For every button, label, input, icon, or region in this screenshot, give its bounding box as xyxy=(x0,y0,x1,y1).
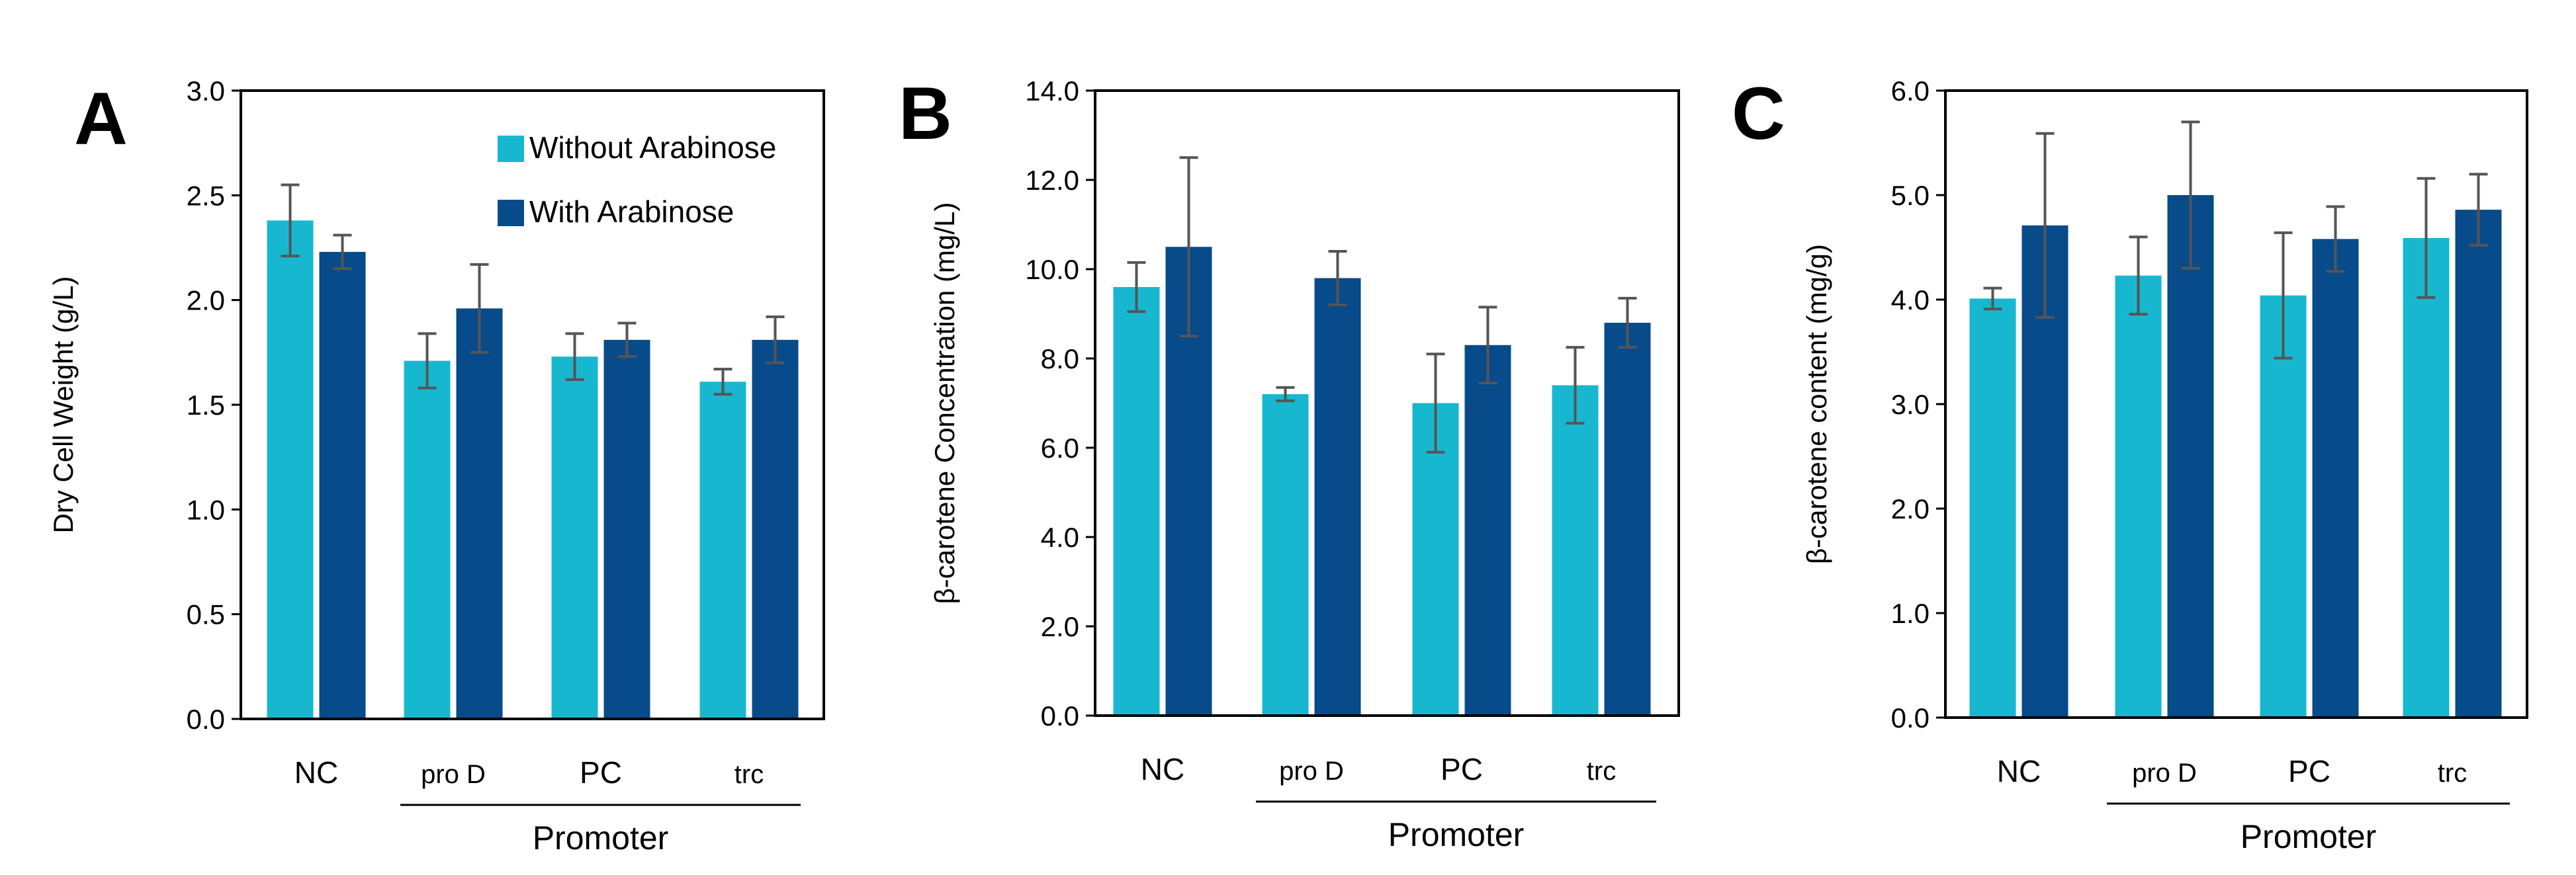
bar-without-arabinose-pc xyxy=(2260,295,2307,718)
plot-frame xyxy=(1944,89,2528,719)
y-tick-label: 3.0 xyxy=(1891,389,1930,420)
bar-with-arabinose-trc xyxy=(752,339,799,719)
y-tick-label: 2.0 xyxy=(187,285,225,316)
x-axis-label: Promoter xyxy=(2241,818,2377,855)
y-tick-label: 6.0 xyxy=(1041,433,1079,464)
panel-c: C 0.0 1.0 2.0 3.0 4.0 5.0 6.0 β-carotene content… xyxy=(1732,72,2528,855)
legend-swatch-with-arabinose xyxy=(498,200,524,226)
y-axis-label: β-carotene content (mg/g) xyxy=(1801,244,1832,564)
bar-without-arabinose-pro-d xyxy=(2115,275,2162,718)
panel-letter: A xyxy=(74,77,128,160)
bar-without-arabinose-nc xyxy=(1113,287,1160,716)
y-tick-label: 5.0 xyxy=(1891,180,1930,211)
plot-frame xyxy=(240,89,825,720)
x-tick-label-pro-d: pro D xyxy=(421,760,486,789)
y-tick-label: 2.0 xyxy=(1891,493,1930,524)
y-tick-label: 4.0 xyxy=(1891,284,1930,315)
y-tick-label: 2.5 xyxy=(187,180,225,211)
x-tick-label-nc: NC xyxy=(1141,752,1184,786)
legend-label-without-arabinose: Without Arabinose xyxy=(529,130,776,165)
x-tick-label-nc: NC xyxy=(294,755,338,790)
bar-with-arabinose-pro-d xyxy=(1314,278,1361,716)
x-axis-label: Promoter xyxy=(533,819,669,856)
x-tick-label-pro-d: pro D xyxy=(2132,759,2197,788)
panel-a: A 0.0 0.5 1.0 1.5 2.0 2.5 3.0 Dry Cell Weight (g… xyxy=(48,75,825,856)
y-tick-label: 12.0 xyxy=(1025,165,1079,196)
bar-with-arabinose-trc xyxy=(1604,323,1651,716)
y-axis-label: β-carotene Concentration (mg/L) xyxy=(929,202,960,604)
bar-without-arabinose-nc xyxy=(1969,298,2016,718)
legend-swatch-without-arabinose xyxy=(498,136,524,162)
bar-without-arabinose-pc xyxy=(1412,403,1459,716)
panel-b: B 0.0 2.0 4.0 6.0 8.0 10.0 12.0 14.0 β-carotene C… xyxy=(899,72,1680,853)
legend-label-with-arabinose: With Arabinose xyxy=(529,194,734,229)
x-tick-label-trc: trc xyxy=(1587,757,1616,786)
y-tick-label: 14.0 xyxy=(1025,75,1079,106)
bar-without-arabinose-trc xyxy=(2403,237,2450,718)
bar-with-arabinose-pc xyxy=(1464,345,1511,716)
y-axis-label: Dry Cell Weight (g/L) xyxy=(48,276,79,534)
bar-without-arabinose-pro-d xyxy=(1262,394,1309,716)
x-axis-label: Promoter xyxy=(1388,816,1525,853)
bar-without-arabinose-pc xyxy=(551,356,598,719)
x-tick-label-pc: PC xyxy=(1441,752,1483,786)
y-tick-label: 0.0 xyxy=(1041,700,1079,731)
x-tick-label-pc: PC xyxy=(2288,754,2331,788)
bar-with-arabinose-pc xyxy=(2312,239,2359,718)
bar-with-arabinose-pro-d xyxy=(456,308,503,719)
x-tick-label-trc: trc xyxy=(2438,759,2467,788)
y-tick-label: 1.0 xyxy=(1891,598,1930,629)
bar-without-arabinose-nc xyxy=(267,220,314,719)
y-tick-label: 1.0 xyxy=(187,494,225,525)
bar-without-arabinose-trc xyxy=(1552,385,1599,716)
y-tick-label: 3.0 xyxy=(187,75,225,106)
x-tick-label-nc: NC xyxy=(1997,754,2041,788)
panel-letter: C xyxy=(1732,72,1785,155)
bar-with-arabinose-pro-d xyxy=(2167,195,2214,718)
y-tick-label: 10.0 xyxy=(1025,254,1079,285)
x-tick-label-pro-d: pro D xyxy=(1279,757,1344,786)
y-tick-label: 4.0 xyxy=(1041,522,1079,553)
plot-frame xyxy=(1094,89,1680,717)
bar-with-arabinose-nc xyxy=(319,251,366,719)
y-tick-label: 0.5 xyxy=(187,599,225,630)
y-tick-label: 2.0 xyxy=(1041,611,1079,642)
panel-letter: B xyxy=(899,72,952,155)
bar-without-arabinose-trc xyxy=(699,382,746,719)
y-tick-label: 0.0 xyxy=(187,704,225,735)
bar-without-arabinose-pro-d xyxy=(404,360,451,719)
y-tick-label: 0.0 xyxy=(1891,702,1930,733)
y-tick-label: 8.0 xyxy=(1041,343,1079,374)
bar-with-arabinose-trc xyxy=(2455,210,2502,718)
x-tick-label-pc: PC xyxy=(580,755,622,790)
x-tick-label-trc: trc xyxy=(734,760,764,789)
y-tick-label: 1.5 xyxy=(187,390,225,421)
y-tick-label: 6.0 xyxy=(1891,75,1930,106)
bar-with-arabinose-pc xyxy=(603,339,650,719)
legend: Without Arabinose With Arabinose xyxy=(498,130,776,229)
